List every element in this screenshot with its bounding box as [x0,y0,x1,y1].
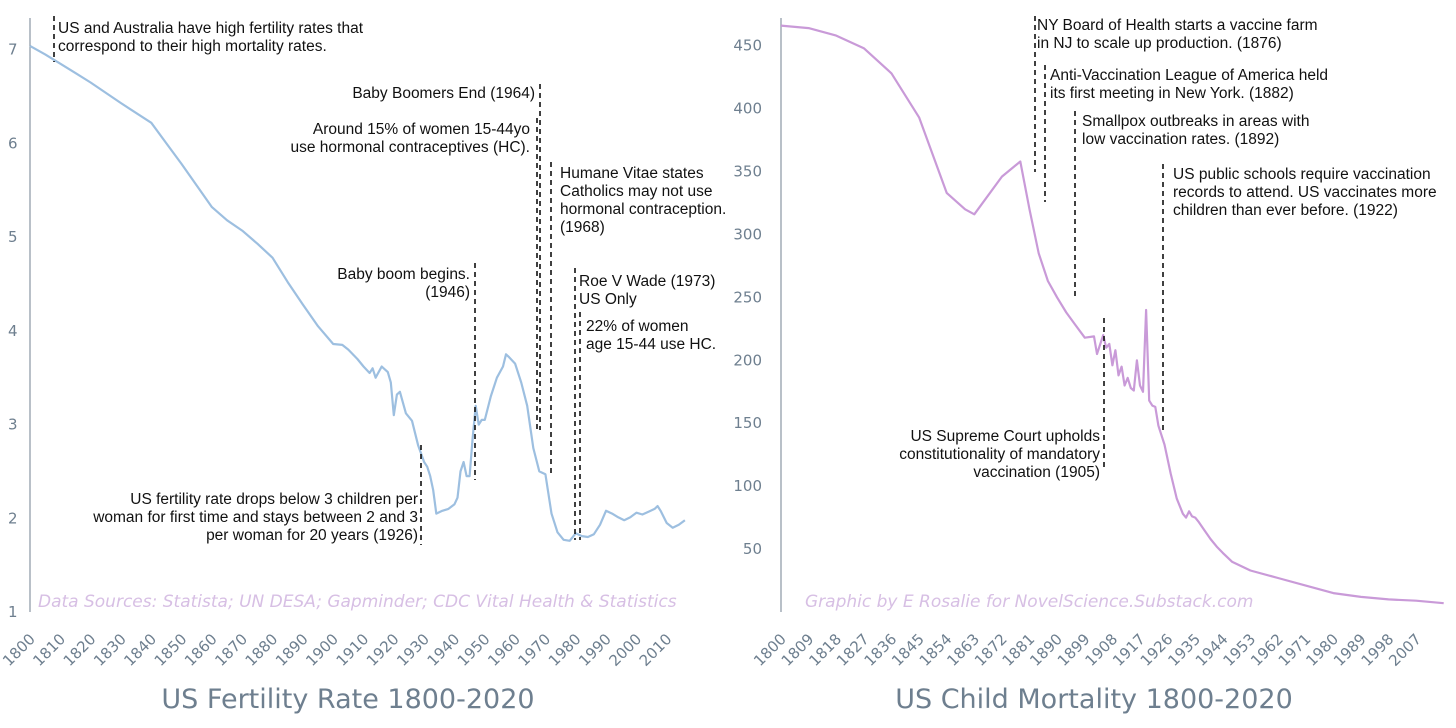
annotation: US and Australia have high fertility rat… [53,16,364,62]
x-tick-label: 1960 [484,630,524,670]
x-tick-label: 1900 [302,630,342,670]
y-tick-label: 150 [733,414,762,432]
y-tick-label: 300 [733,225,762,243]
x-tick-label: 2010 [636,630,676,670]
x-tick-label: 1830 [90,630,130,670]
y-tick-label: 350 [733,163,762,181]
annotation-text: NY Board of Health starts a vaccine farm… [1037,17,1318,52]
annotation: US fertility rate drops below 3 children… [92,445,422,545]
y-tick-label: 5 [8,228,18,246]
x-tick-label: 1820 [60,630,100,670]
y-tick-label: 6 [8,134,18,152]
x-tick-label: 1920 [363,630,403,670]
y-tick-label: 2 [8,509,18,527]
x-tick-label: 1970 [515,630,555,670]
annotation-text: US public schools require vaccination rec… [1173,166,1437,219]
y-tick-label: 50 [743,540,762,558]
mortality-source-note: Graphic by E Rosalie for NovelScience.Su… [805,592,1253,612]
annotation-text: US Supreme Court upholds constitutionalit… [899,428,1100,481]
x-tick-label: 2000 [605,630,645,670]
y-tick-label: 3 [8,416,18,434]
annotation-text: Baby Boomers End (1964) [352,85,535,102]
fertility-annotations: US fertility rate drops below 3 children… [53,16,726,545]
annotation-text: Roe V Wade (1973) US Only [579,273,715,308]
mortality-annotations: NY Board of Health starts a vaccine farm… [899,16,1437,481]
annotation: 22% of women age 15-44 use HC. [579,312,716,540]
y-tick-label: 400 [733,100,762,118]
x-tick-label: 1990 [575,630,615,670]
fertility-chart-title: US Fertility Rate 1800-2020 [161,684,534,715]
annotation-text: Smallpox outbreaks in areas with low vacc… [1082,113,1309,148]
annotation-text: Around 15% of women 15-44yo use hormonal … [291,121,531,156]
annotation: NY Board of Health starts a vaccine farm… [1034,16,1318,172]
annotation: Roe V Wade (1973) US Only [574,268,715,540]
annotation: Humane Vitae states Catholics may not use… [550,162,726,475]
x-tick-label: 1860 [181,630,221,670]
x-tick-label: 1890 [272,630,312,670]
y-tick-label: 1 [8,603,18,621]
mortality-chart-title: US Child Mortality 1800-2020 [895,684,1293,715]
y-tick-label: 450 [733,37,762,55]
x-tick-label: 1940 [424,630,464,670]
fertility-x-ticks: 1800181018201830184018501860187018801890… [0,630,676,670]
mortality-chart: 50 100 150 200 250 300 350 400 450 1800180918181… [733,16,1444,715]
y-tick-label: 4 [8,322,18,340]
x-tick-label: 1930 [393,630,433,670]
y-tick-label: 100 [733,477,762,495]
annotation-text: 22% of women age 15-44 use HC. [586,318,716,353]
fertility-source-note: Data Sources: Statista; UN DESA; Gapmind… [38,592,677,612]
annotation-text: US fertility rate drops below 3 children… [92,491,418,544]
annotation: Anti-Vaccination League of America held i… [1044,65,1328,202]
annotation: Baby Boomers End (1964) [352,84,541,430]
mortality-x-ticks: 1800180918181827183618451854186318721881… [750,630,1425,670]
fertility-chart: 1 2 3 4 5 6 7 18001810182018301840185018601870… [0,16,726,715]
y-tick-label: 7 [8,41,18,59]
x-tick-label: 2007 [1385,630,1425,670]
x-tick-label: 1840 [120,630,160,670]
x-tick-label: 1980 [545,630,585,670]
annotation-text: Humane Vitae states Catholics may not use… [560,165,726,236]
mortality-y-ticks: 50 100 150 200 250 300 350 400 450 [733,37,762,558]
y-tick-label: 200 [733,351,762,369]
x-tick-label: 1800 [0,630,39,670]
fertility-series-line [29,44,686,542]
fertility-y-ticks: 1 2 3 4 5 6 7 [8,41,18,621]
annotation: US public schools require vaccination rec… [1162,164,1437,432]
annotation: US Supreme Court upholds constitutionalit… [899,318,1105,481]
x-tick-label: 1870 [211,630,251,670]
x-tick-label: 1910 [333,630,373,670]
mortality-series-line [780,24,1444,605]
annotation: Around 15% of women 15-44yo use hormonal … [291,118,538,430]
x-tick-label: 1810 [29,630,69,670]
annotation: Smallpox outbreaks in areas with low vacc… [1074,111,1309,297]
annotation-text: Anti-Vaccination League of America held i… [1050,67,1328,102]
y-tick-label: 250 [733,288,762,306]
x-tick-label: 1880 [242,630,282,670]
x-tick-label: 1850 [151,630,191,670]
annotation-text: US and Australia have high fertility rat… [58,20,364,55]
annotation: Baby boom begins. (1946) [337,263,476,480]
annotation-text: Baby boom begins. (1946) [337,266,470,301]
x-tick-label: 1950 [454,630,494,670]
